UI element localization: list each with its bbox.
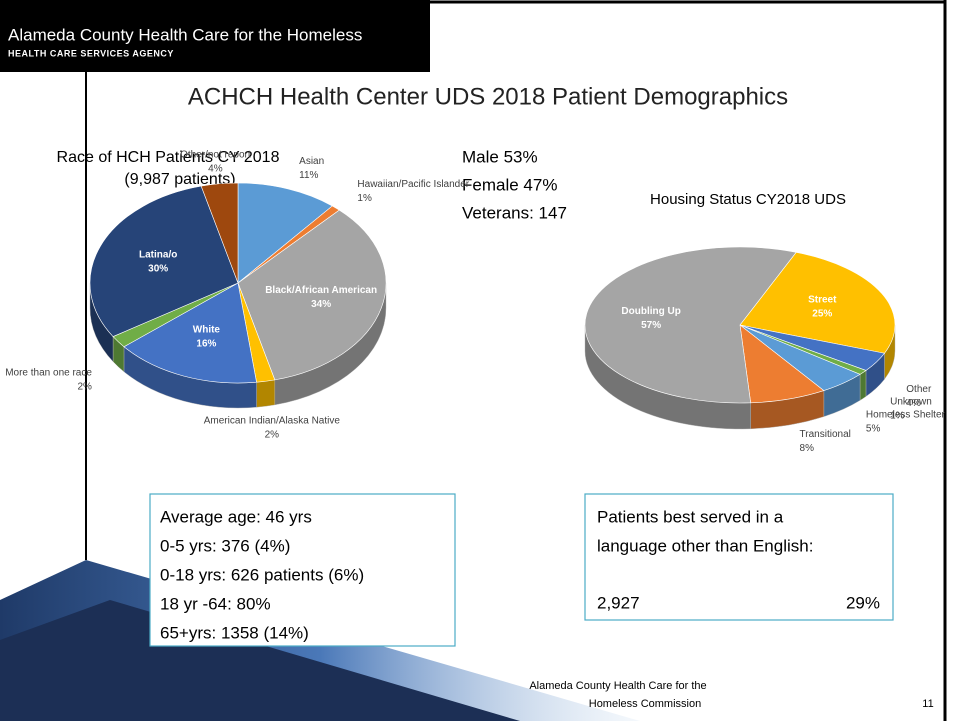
- slice-value-label: 4%: [208, 164, 223, 175]
- header-title: Alameda County Health Care for the Homel…: [8, 25, 362, 44]
- age-line: Average age: 46 yrs: [160, 507, 312, 526]
- gender-line: Female 47%: [462, 175, 557, 194]
- slice-label: Latina/o: [139, 249, 177, 260]
- page-number: 11: [922, 698, 933, 710]
- slice-value-label: 30%: [148, 263, 168, 274]
- slice-value-label: 8%: [800, 443, 815, 454]
- header-bar: [0, 0, 430, 72]
- slice-value-label: 34%: [311, 299, 331, 310]
- slice-side: [256, 379, 276, 408]
- footer-line: Homeless Commission: [589, 698, 701, 710]
- language-box: [584, 493, 894, 621]
- slice-value-label: 57%: [641, 320, 661, 331]
- slice: [123, 282, 257, 384]
- slice-value-label: 1%: [890, 410, 905, 421]
- slice: [584, 246, 797, 404]
- slice-label: More than one race: [5, 367, 92, 378]
- slice-label: Street: [808, 294, 837, 305]
- slice-value-label: 5%: [866, 424, 881, 435]
- slice-label: Doubling Up: [621, 306, 680, 317]
- slice: [200, 182, 239, 284]
- slice: [739, 251, 896, 354]
- slice-label: Black/African American: [265, 285, 377, 296]
- language-line: language other than English:: [597, 536, 813, 555]
- language-line: Patients best served in a: [597, 507, 784, 526]
- header-subtitle: Health Care Services Agency: [8, 48, 174, 58]
- gender-line: Veterans: 147: [462, 203, 567, 222]
- slice: [89, 185, 239, 337]
- age-line: 0-18 yrs: 626 patients (6%): [160, 565, 364, 584]
- slice-value-label: 11%: [299, 170, 318, 181]
- slice: [237, 182, 333, 284]
- slice-label: Hawaiian/Pacific Islander: [357, 179, 469, 190]
- slice-side: [859, 370, 867, 401]
- slice-label: American Indian/Alaska Native: [204, 415, 341, 426]
- language-percent: 29%: [846, 593, 880, 612]
- slice-label: Transitional: [800, 429, 851, 440]
- chart-subtitle: (9,987 patients): [124, 171, 235, 188]
- age-line: 0-5 yrs: 376 (4%): [160, 536, 290, 555]
- age-line: 18 yr -64: 80%: [160, 594, 271, 613]
- slice-value-label: 25%: [812, 308, 832, 319]
- slice-label: Other: [906, 384, 932, 395]
- slice-value-label: 1%: [357, 193, 372, 204]
- slice-value-label: 2%: [77, 381, 92, 392]
- language-count: 2,927: [597, 593, 640, 612]
- slice: [237, 209, 387, 381]
- gender-line: Male 53%: [462, 147, 538, 166]
- slice-label: Other/not report: [180, 150, 251, 161]
- chart-title: Housing Status CY2018 UDS: [650, 191, 846, 208]
- swoosh-dark: [0, 600, 520, 721]
- slice-value-label: 16%: [196, 339, 216, 350]
- slice-value-label: 4%: [906, 398, 921, 409]
- chart-title: Race of HCH Patients CY 2018: [57, 149, 280, 166]
- slice-label: Unknown: [890, 396, 932, 407]
- slice-label: Homeless Shelter: [866, 410, 946, 421]
- footer-line: Alameda County Health Care for the: [529, 680, 706, 692]
- slice-label: White: [193, 325, 221, 336]
- slice-value-label: 2%: [265, 429, 280, 440]
- age-box: [149, 493, 456, 647]
- slice-label: Asian: [299, 156, 324, 167]
- age-line: 65+yrs: 1358 (14%): [160, 623, 309, 642]
- slide-title: ACHCH Health Center UDS 2018 Patient Dem…: [188, 83, 788, 110]
